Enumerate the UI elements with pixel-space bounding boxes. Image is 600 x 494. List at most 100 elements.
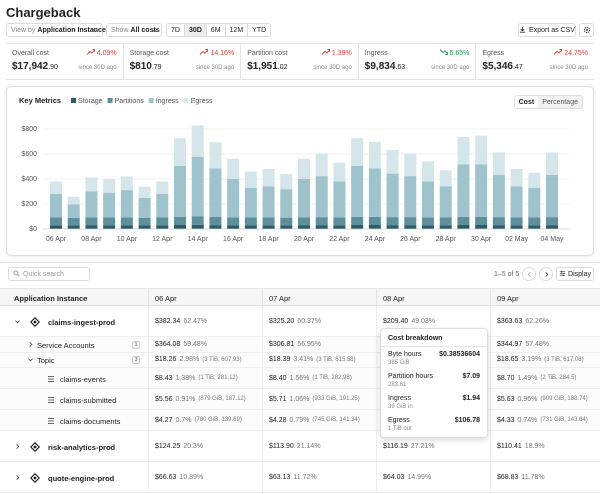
range-button[interactable]: 7D bbox=[166, 23, 185, 37]
cell-percent: 0.74% bbox=[517, 416, 538, 424]
bar-segment bbox=[262, 169, 275, 187]
bar-segment bbox=[368, 216, 381, 225]
next-page-glyph bbox=[544, 271, 548, 277]
range-button[interactable]: 6M bbox=[205, 23, 226, 37]
cell-detail: (3 TiB, 607.93) bbox=[202, 356, 242, 363]
bar-segment bbox=[209, 217, 222, 226]
y-tick-label: $200 bbox=[21, 201, 37, 208]
column-divider bbox=[262, 289, 263, 306]
cell-detail: (3 TiB, 615.58) bbox=[316, 356, 356, 363]
cell-detail: (745 GiB, 141.34) bbox=[312, 417, 360, 423]
bar-segment bbox=[138, 186, 151, 198]
view-by-select[interactable]: View by Application Instance bbox=[6, 23, 106, 37]
prev-page[interactable] bbox=[522, 267, 536, 281]
column-divider bbox=[262, 306, 263, 337]
bar-segment bbox=[546, 225, 558, 229]
expand-toggle[interactable] bbox=[14, 443, 21, 452]
tooltip-label: Partition hours bbox=[388, 373, 434, 380]
select-value: Application Instance bbox=[37, 26, 106, 34]
trend-arrow-glyph bbox=[553, 49, 563, 55]
amount-main: $1,951 bbox=[247, 61, 278, 72]
topic-icon bbox=[47, 396, 55, 406]
expand-toggle[interactable] bbox=[14, 474, 21, 483]
change-value: 4.09% bbox=[96, 49, 117, 57]
range-button[interactable]: 30D bbox=[183, 23, 207, 37]
display-button[interactable]: Display bbox=[556, 267, 594, 281]
row-name: claims-documents bbox=[60, 416, 121, 426]
page-title: Chargeback bbox=[6, 5, 81, 20]
range-button[interactable]: YTD bbox=[247, 23, 272, 37]
bar-segment bbox=[457, 225, 470, 229]
bar-segment bbox=[404, 176, 417, 218]
row-name: Topic bbox=[37, 356, 55, 366]
legend-label: Partitions bbox=[115, 98, 145, 105]
table-row: claims-events $8.43 1.38% (1 TiB, 281.12) $8… bbox=[0, 368, 600, 389]
kpi-change: 14.16% bbox=[200, 49, 234, 57]
tooltip-value: $106.78 bbox=[454, 417, 480, 424]
bar-segment bbox=[174, 138, 186, 166]
cell-percent: 27.21% bbox=[410, 442, 435, 450]
cell-percent: 0.96% bbox=[517, 395, 538, 403]
pagination-text: 1–5 of 5 bbox=[494, 271, 520, 278]
expand-toggle[interactable] bbox=[14, 318, 21, 327]
kpi-since: since 30D ago bbox=[195, 65, 235, 71]
bar-segment bbox=[262, 225, 275, 229]
expand-toggle[interactable] bbox=[27, 341, 34, 350]
table-row: claims-submitted $5.56 0.91% (879 GiB, 187.… bbox=[0, 389, 600, 410]
column-divider bbox=[376, 368, 377, 389]
bar-segment bbox=[244, 171, 257, 188]
cell-cost: $18.65 bbox=[497, 356, 519, 364]
topic-icon bbox=[47, 417, 55, 427]
trend-arrow-glyph bbox=[200, 49, 209, 55]
range-group: 7D 30D 6M 12M YTD bbox=[166, 23, 272, 37]
bar-segment bbox=[510, 169, 523, 187]
show-select[interactable]: Show All costs bbox=[106, 23, 162, 37]
cell-cost: $306.81 bbox=[269, 340, 295, 348]
next-page[interactable] bbox=[539, 267, 553, 281]
bar-segment bbox=[209, 225, 222, 229]
bar-segment bbox=[298, 225, 310, 229]
trend-arrow-glyph bbox=[439, 49, 449, 55]
cell-percent: 56.95% bbox=[297, 340, 322, 348]
cell-percent: 1.49% bbox=[517, 374, 538, 382]
cell-cost: $8.40 bbox=[269, 374, 287, 382]
table-cell: $18.65 3.19% (3 TiB, 617.08) bbox=[497, 356, 584, 363]
export-button[interactable]: Export as CSV bbox=[518, 23, 576, 37]
caret-glyph bbox=[152, 29, 157, 33]
kpi-row: Overall cost 4.09% $17,942.90 since 30D ago… bbox=[6, 43, 594, 80]
bar-segment bbox=[333, 181, 346, 218]
table-cell: $364.08 59.48% bbox=[155, 341, 207, 348]
kpi-card: Partition cost 1.39% $1,951.02 since 30D ag… bbox=[241, 44, 359, 79]
cell-cost: $5.56 bbox=[155, 395, 173, 403]
kpi-change: 4.09% bbox=[86, 49, 117, 57]
bar-segment bbox=[475, 135, 488, 165]
amount-fraction: .90 bbox=[48, 64, 58, 71]
x-tick-label: 30 Apr bbox=[471, 236, 492, 243]
kpi-label: Overall cost bbox=[12, 50, 49, 57]
bar-segment bbox=[475, 225, 488, 229]
table-cell: $4.27 0.7% (780 GiB, 139.69) bbox=[155, 417, 242, 424]
bar-segment bbox=[315, 176, 328, 218]
search-input[interactable]: Quick search bbox=[8, 267, 90, 281]
column-divider bbox=[490, 306, 491, 337]
table-row: claims-ingest-prod $382.34 62.47% $325.20 60… bbox=[0, 306, 600, 337]
bar-segment bbox=[174, 165, 186, 217]
mode-button[interactable]: Percentage bbox=[538, 96, 582, 108]
mode-button[interactable]: Cost bbox=[514, 96, 539, 108]
bar-segment bbox=[546, 174, 558, 218]
bar-segment bbox=[386, 149, 399, 174]
column-header: 06 Apr bbox=[155, 294, 177, 303]
settings-button[interactable] bbox=[579, 23, 594, 37]
bar-segment bbox=[422, 225, 434, 229]
expand-toggle[interactable] bbox=[27, 356, 34, 365]
amount-main: $810 bbox=[129, 61, 152, 72]
column-divider bbox=[490, 368, 491, 389]
bar-segment bbox=[138, 198, 151, 218]
expand-toggle-glyph bbox=[28, 358, 33, 362]
amount-fraction: .02 bbox=[277, 64, 288, 71]
range-button[interactable]: 12M bbox=[224, 23, 249, 37]
x-tick-label: 24 Apr bbox=[365, 236, 386, 243]
change-value: 6.65% bbox=[449, 49, 470, 57]
kpi-label: Egress bbox=[482, 50, 505, 57]
table-cell: $4.28 0.79% (745 GiB, 141.34) bbox=[269, 417, 360, 424]
